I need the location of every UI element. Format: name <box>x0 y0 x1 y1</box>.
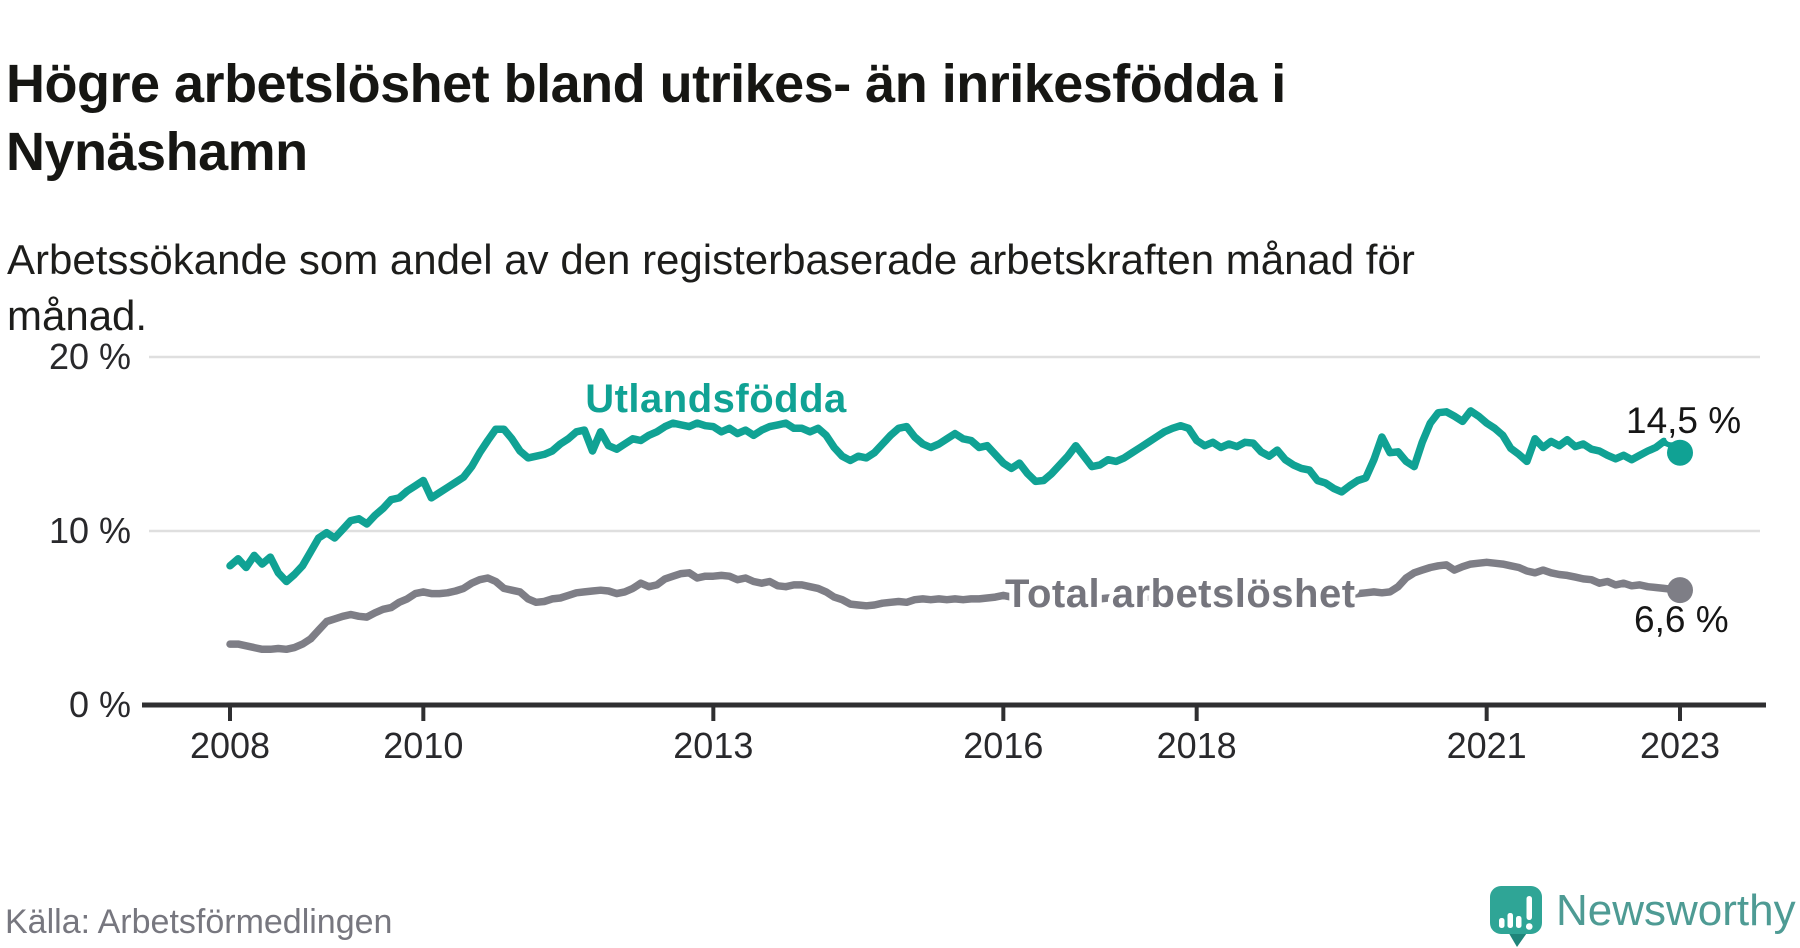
x-axis-tick-label: 2023 <box>1640 725 1720 766</box>
x-axis-tick-label: 2016 <box>963 725 1043 766</box>
chart-subtitle: Arbetssökande som andel av den registerb… <box>7 232 1507 344</box>
x-axis-tick-label: 2018 <box>1157 725 1237 766</box>
subtitle-line-1: Arbetssökande som andel av den registerb… <box>7 236 1415 283</box>
x-axis-tick-label: 2010 <box>383 725 463 766</box>
series-end-dot <box>1667 439 1694 466</box>
subtitle-line-2: månad. <box>7 292 148 339</box>
end-value-label: 14,5 % <box>1626 400 1741 441</box>
end-value-label: 6,6 % <box>1634 599 1729 640</box>
x-axis-tick-label: 2013 <box>673 725 753 766</box>
x-axis-tick-label: 2008 <box>190 725 270 766</box>
series-end-dot <box>1667 577 1694 604</box>
series-line-total-arbetsl-shet <box>226 558 1684 654</box>
series-label: Total arbetslöshet <box>1005 572 1356 616</box>
brand-wordmark: Newsworthy <box>1556 886 1796 935</box>
newsworthy-logo: Newsworthy <box>1490 886 1796 948</box>
y-axis-tick-label: 0 % <box>69 684 131 725</box>
series-line-utlandsf-dda <box>226 407 1684 586</box>
title-line-2: Nynäshamn <box>6 122 308 183</box>
page-title: Högre arbetslöshet bland utrikes- än inr… <box>6 50 1566 186</box>
x-axis-tick-label: 2021 <box>1447 725 1527 766</box>
title-line-1: Högre arbetslöshet bland utrikes- än inr… <box>6 54 1286 115</box>
y-axis-tick-label: 20 % <box>49 336 131 377</box>
y-axis-tick-label: 10 % <box>49 510 131 551</box>
series-label: Utlandsfödda <box>585 377 847 421</box>
source-credit: Källa: Arbetsförmedlingen <box>5 903 393 941</box>
bar-chart-speech-bubble-icon <box>1490 886 1542 947</box>
